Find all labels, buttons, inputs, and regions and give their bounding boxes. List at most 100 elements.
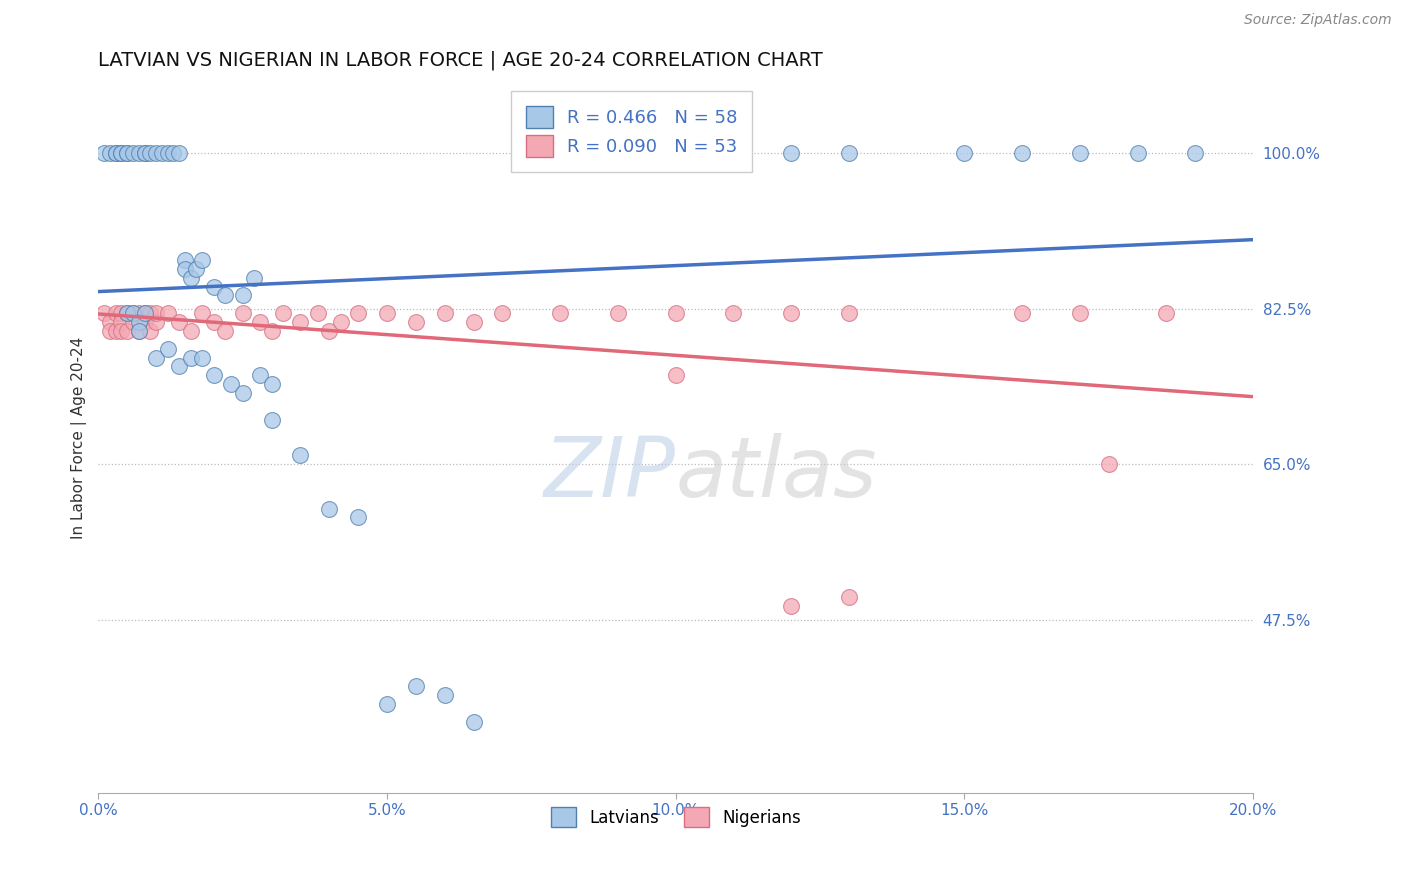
Point xyxy=(115,306,138,320)
Point xyxy=(665,368,688,383)
Point xyxy=(318,324,340,338)
Point xyxy=(191,252,214,267)
Point xyxy=(838,146,860,161)
Point xyxy=(838,591,860,605)
Point xyxy=(139,324,162,338)
Point xyxy=(214,288,236,302)
Point xyxy=(156,306,179,320)
Point xyxy=(1069,146,1091,161)
Point xyxy=(219,377,242,392)
Point xyxy=(232,306,254,320)
Point xyxy=(186,261,208,276)
Point xyxy=(249,368,271,383)
Text: LATVIAN VS NIGERIAN IN LABOR FORCE | AGE 20-24 CORRELATION CHART: LATVIAN VS NIGERIAN IN LABOR FORCE | AGE… xyxy=(98,51,823,70)
Point xyxy=(145,306,167,320)
Point xyxy=(139,146,162,161)
Point xyxy=(122,315,145,329)
Point xyxy=(104,306,127,320)
Point xyxy=(232,386,254,401)
Point xyxy=(150,146,173,161)
Point xyxy=(290,448,312,462)
Point xyxy=(134,146,156,161)
Point xyxy=(606,306,628,320)
Point xyxy=(307,306,329,320)
Point xyxy=(463,315,485,329)
Point xyxy=(1184,146,1206,161)
Point xyxy=(93,146,115,161)
Point xyxy=(260,324,283,338)
Point xyxy=(104,146,127,161)
Point xyxy=(375,697,398,711)
Point xyxy=(375,306,398,320)
Point xyxy=(128,324,150,338)
Y-axis label: In Labor Force | Age 20-24: In Labor Force | Age 20-24 xyxy=(72,336,87,539)
Point xyxy=(606,146,628,161)
Point xyxy=(180,351,202,365)
Point xyxy=(405,679,427,693)
Point xyxy=(463,714,485,729)
Point xyxy=(271,306,294,320)
Point xyxy=(723,306,745,320)
Point xyxy=(202,315,225,329)
Point xyxy=(780,146,803,161)
Point xyxy=(1098,457,1121,471)
Point xyxy=(780,599,803,614)
Point xyxy=(953,146,976,161)
Point xyxy=(115,306,138,320)
Point xyxy=(128,306,150,320)
Point xyxy=(104,146,127,161)
Point xyxy=(1126,146,1149,161)
Point xyxy=(156,146,179,161)
Point xyxy=(838,306,860,320)
Point xyxy=(162,146,184,161)
Point xyxy=(122,306,145,320)
Point xyxy=(1011,306,1033,320)
Point xyxy=(202,368,225,383)
Point xyxy=(145,351,167,365)
Point xyxy=(433,306,456,320)
Point xyxy=(167,315,190,329)
Point xyxy=(98,324,121,338)
Point xyxy=(98,146,121,161)
Point xyxy=(665,146,688,161)
Point xyxy=(128,146,150,161)
Point xyxy=(110,146,132,161)
Point xyxy=(98,315,121,329)
Point xyxy=(243,270,266,285)
Point xyxy=(214,324,236,338)
Point xyxy=(174,261,197,276)
Point xyxy=(665,306,688,320)
Point xyxy=(329,315,352,329)
Point xyxy=(491,306,513,320)
Point xyxy=(122,306,145,320)
Point xyxy=(93,306,115,320)
Text: ZIP: ZIP xyxy=(544,433,676,514)
Point xyxy=(167,359,190,374)
Point xyxy=(128,324,150,338)
Point xyxy=(1069,306,1091,320)
Point xyxy=(110,315,132,329)
Point xyxy=(145,315,167,329)
Point xyxy=(134,306,156,320)
Point xyxy=(191,306,214,320)
Point xyxy=(180,270,202,285)
Point xyxy=(232,288,254,302)
Point xyxy=(134,306,156,320)
Point xyxy=(347,510,370,524)
Point xyxy=(780,306,803,320)
Point xyxy=(290,315,312,329)
Legend: Latvians, Nigerians: Latvians, Nigerians xyxy=(544,800,807,834)
Point xyxy=(191,351,214,365)
Point xyxy=(134,315,156,329)
Point xyxy=(139,306,162,320)
Point xyxy=(202,279,225,293)
Point xyxy=(167,146,190,161)
Point xyxy=(110,324,132,338)
Point xyxy=(405,315,427,329)
Point xyxy=(1011,146,1033,161)
Point xyxy=(110,146,132,161)
Point xyxy=(110,306,132,320)
Point xyxy=(156,342,179,356)
Point xyxy=(128,315,150,329)
Point xyxy=(548,306,571,320)
